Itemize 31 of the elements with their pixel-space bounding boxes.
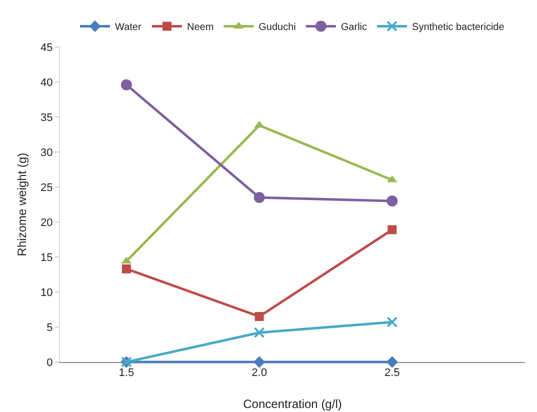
point <box>120 79 132 90</box>
point <box>386 316 398 328</box>
y-tick-label: 5 <box>46 322 53 334</box>
point <box>254 327 265 338</box>
y-tick-label: 35 <box>40 112 53 124</box>
x-axis-title: Concentration (g/l) <box>243 397 342 411</box>
y-tick-label: 45 <box>40 42 53 54</box>
x-tick-label: 2.5 <box>384 367 400 380</box>
legend-label: Neem <box>186 22 214 34</box>
legend-label: Guduchi <box>258 22 296 34</box>
x-tick-label: 2.0 <box>252 367 267 380</box>
y-tick-label: 25 <box>40 182 53 194</box>
y-tick-label: 0 <box>46 356 53 369</box>
y-tick-label: 10 <box>40 286 53 299</box>
legend-label: Garlic <box>340 22 368 34</box>
y-axis-title: Rhizome weight (g) <box>15 152 29 256</box>
point <box>388 225 397 234</box>
y-tick-label: 20 <box>40 216 53 229</box>
point <box>253 356 266 368</box>
legend-label: Water <box>115 22 142 34</box>
point <box>122 264 131 274</box>
y-tick-label: 40 <box>40 76 53 89</box>
legend-label: Synthetic bactericide <box>412 22 505 34</box>
point <box>254 312 264 321</box>
y-tick-label: 15 <box>40 252 53 264</box>
y-tick-label: 30 <box>40 146 53 159</box>
point <box>254 192 265 203</box>
point <box>254 120 264 128</box>
x-tick-label: 1.5 <box>118 367 134 380</box>
point <box>386 356 398 368</box>
point <box>386 196 398 206</box>
